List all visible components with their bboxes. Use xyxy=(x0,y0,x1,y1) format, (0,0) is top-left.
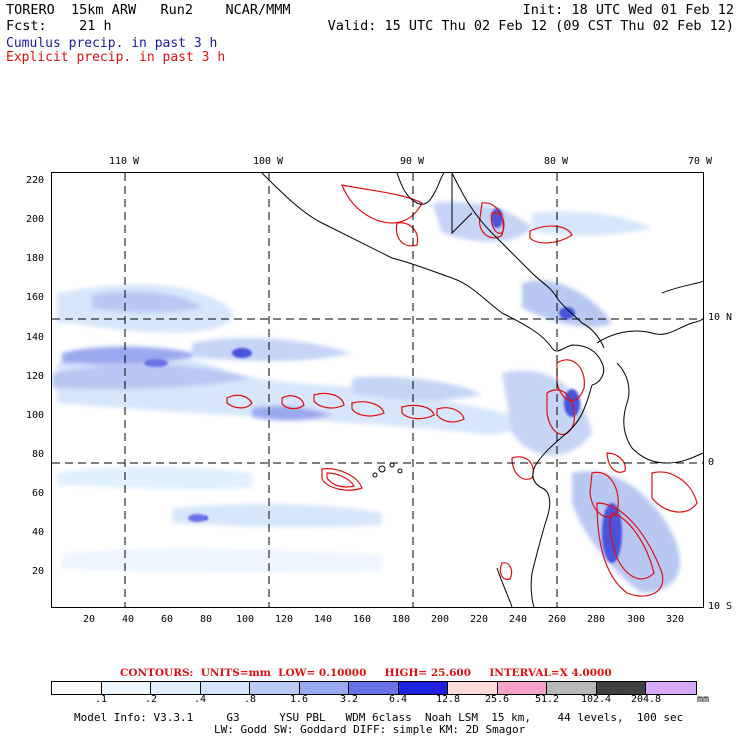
x-grid-tick: 180 xyxy=(391,614,411,625)
model-resolution: 15km ARW xyxy=(71,2,137,18)
precip-colorbar xyxy=(51,681,697,695)
x-grid-tick: 280 xyxy=(586,614,606,625)
colorbar-label: 25.6 xyxy=(484,694,510,705)
colorbar-unit: mm xyxy=(696,694,710,705)
colorbar-label: 1.6 xyxy=(289,694,309,705)
model-info: Model Info: V3.3.1 G3 YSU PBL WDM 6class… xyxy=(74,712,683,736)
colorbar-label: .1 xyxy=(94,694,108,705)
galapagos-islands xyxy=(372,462,403,478)
contour-high: HIGH= 25.600 xyxy=(384,667,472,679)
x-grid-tick: 320 xyxy=(665,614,685,625)
colorbar-box xyxy=(200,682,250,694)
fcst-label: Fcst: xyxy=(6,18,47,34)
lat-tick: 10 N xyxy=(708,312,733,323)
colorbar-label: 204.8 xyxy=(630,694,662,705)
cumulus-precip-core xyxy=(144,208,622,563)
lon-tick: 90 W xyxy=(399,156,425,167)
y-grid-tick: 200 xyxy=(25,214,44,225)
colorbar-box xyxy=(101,682,151,694)
fcst-value: 21 h xyxy=(79,18,112,34)
colorbar-box xyxy=(497,682,547,694)
x-grid-tick: 260 xyxy=(547,614,567,625)
precip-map-canvas xyxy=(52,173,703,607)
x-grid-tick: 140 xyxy=(313,614,333,625)
y-grid-tick: 100 xyxy=(25,410,44,421)
y-grid-tick: 140 xyxy=(25,332,44,343)
contour-interval: INTERVAL=X 4.0000 xyxy=(489,667,612,679)
legend-explicit: Explicit precip. in past 3 h xyxy=(6,50,226,65)
lon-tick: 100 W xyxy=(252,156,284,167)
lon-tick: 70 W xyxy=(687,156,713,167)
y-grid-tick: 220 xyxy=(25,175,44,186)
x-grid-tick: 120 xyxy=(274,614,294,625)
x-grid-tick: 220 xyxy=(469,614,489,625)
x-grid-tick: 40 xyxy=(121,614,135,625)
colorbar-label: 6.4 xyxy=(388,694,408,705)
colorbar-label: .2 xyxy=(144,694,158,705)
model-title-line: TORERO 15km ARW Run2 NCAR/MMM xyxy=(6,3,291,17)
forecast-hour: Fcst: 21 h xyxy=(6,19,112,33)
cumulus-precip-shading xyxy=(52,201,681,593)
lat-tick: 0 xyxy=(708,457,715,468)
colorbar-box xyxy=(448,682,498,694)
colorbar-label: 102.4 xyxy=(580,694,612,705)
x-grid-tick: 100 xyxy=(235,614,255,625)
model-name: TORERO xyxy=(6,2,55,18)
colorbar-box xyxy=(250,682,300,694)
x-grid-tick: 300 xyxy=(626,614,646,625)
x-grid-tick: 240 xyxy=(508,614,528,625)
colorbar-label: .8 xyxy=(243,694,257,705)
coastlines xyxy=(261,173,703,607)
contour-low: LOW= 0.10000 xyxy=(278,667,367,679)
model-org: NCAR/MMM xyxy=(225,2,291,18)
model-run: Run2 xyxy=(160,2,193,18)
y-grid-tick: 20 xyxy=(31,566,44,577)
y-grid-tick: 180 xyxy=(25,253,44,264)
lat-lon-grid xyxy=(52,173,703,607)
y-grid-tick: 160 xyxy=(25,292,44,303)
x-grid-tick: 200 xyxy=(430,614,450,625)
precip-map xyxy=(51,172,704,608)
valid-time: Valid: 15 UTC Thu 02 Feb 12 (09 CST Thu … xyxy=(327,18,734,34)
colorbar-box xyxy=(52,682,102,694)
model-info-line2: LW: Godd SW: Goddard DIFF: simple KM: 2D… xyxy=(214,723,526,736)
lat-tick: 10 S xyxy=(708,601,733,612)
explicit-precip-contours xyxy=(226,184,698,597)
y-grid-tick: 120 xyxy=(25,371,44,382)
contour-info: CONTOURS: UNITS=mm LOW= 0.10000 HIGH= 25… xyxy=(120,667,612,679)
colorbar-label: 51.2 xyxy=(534,694,560,705)
lon-tick: 80 W xyxy=(543,156,569,167)
colorbar-box xyxy=(398,682,448,694)
colorbar-box xyxy=(596,682,646,694)
colorbar-label: 3.2 xyxy=(339,694,359,705)
contour-units: UNITS=mm xyxy=(200,667,271,679)
x-grid-tick: 80 xyxy=(199,614,213,625)
y-grid-tick: 80 xyxy=(31,449,44,460)
colorbar-box xyxy=(547,682,597,694)
colorbar-box xyxy=(646,682,696,694)
legend-cumulus: Cumulus precip. in past 3 h xyxy=(6,36,218,51)
init-time: Init: 18 UTC Wed 01 Feb 12 xyxy=(522,2,734,18)
lon-tick: 110 W xyxy=(108,156,140,167)
colorbar-box xyxy=(349,682,399,694)
y-grid-tick: 60 xyxy=(31,488,44,499)
colorbar-box xyxy=(299,682,349,694)
x-grid-tick: 60 xyxy=(160,614,174,625)
colorbar-box xyxy=(151,682,201,694)
model-info-line1: Model Info: V3.3.1 G3 YSU PBL WDM 6class… xyxy=(74,711,684,724)
y-grid-tick: 40 xyxy=(31,527,44,538)
x-grid-tick: 160 xyxy=(352,614,372,625)
colorbar-label: .4 xyxy=(193,694,207,705)
contour-label: CONTOURS: xyxy=(120,667,194,679)
x-grid-tick: 20 xyxy=(82,614,96,625)
colorbar-label: 12.8 xyxy=(435,694,461,705)
